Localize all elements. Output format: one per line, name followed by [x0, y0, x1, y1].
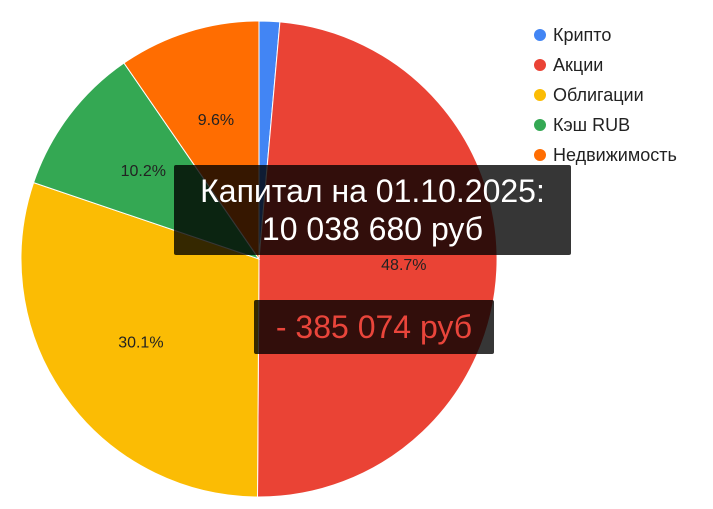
chart-legend: Крипто Акции Облигации Кэш RUB Недвижимо… [534, 20, 709, 170]
pie-label-bonds: 30.1% [118, 334, 163, 351]
capital-overlay: Капитал на 01.10.2025: 10 038 680 руб [174, 165, 571, 255]
pie-label-stocks: 48.7% [381, 257, 426, 274]
legend-dot-bonds [534, 89, 546, 101]
capital-change-value: - 385 074 руб [275, 309, 473, 345]
legend-label-cash-rub: Кэш RUB [553, 114, 631, 135]
capital-value: 10 038 680 руб [261, 211, 484, 247]
pie-slice-labels: 48.7% 30.1% 10.2% 9.6% [118, 112, 426, 352]
legend-dot-cash-rub [534, 119, 546, 131]
legend-label-real-estate: Недвижимость [553, 144, 677, 165]
legend-item-crypto[interactable]: Крипто [534, 20, 709, 50]
legend-dot-real-estate [534, 149, 546, 161]
pie-label-real-estate: 9.6% [198, 112, 234, 129]
legend-dot-crypto [534, 29, 546, 41]
legend-label-crypto: Крипто [553, 24, 612, 45]
legend-item-bonds[interactable]: Облигации [534, 80, 709, 110]
legend-label-bonds: Облигации [553, 84, 644, 105]
legend-item-cash-rub[interactable]: Кэш RUB [534, 110, 709, 140]
capital-change-overlay: - 385 074 руб [254, 300, 494, 354]
legend-item-real-estate[interactable]: Недвижимость [534, 140, 709, 170]
pie-label-cash-rub: 10.2% [121, 163, 166, 180]
pie-slices [20, 20, 498, 498]
pie-slice-stocks[interactable] [256, 21, 498, 498]
capital-title: Капитал на 01.10.2025: [200, 173, 545, 209]
legend-dot-stocks [534, 59, 546, 71]
pie-slice-bonds[interactable] [20, 181, 260, 498]
legend-item-stocks[interactable]: Акции [534, 50, 709, 80]
legend-label-stocks: Акции [553, 54, 604, 75]
